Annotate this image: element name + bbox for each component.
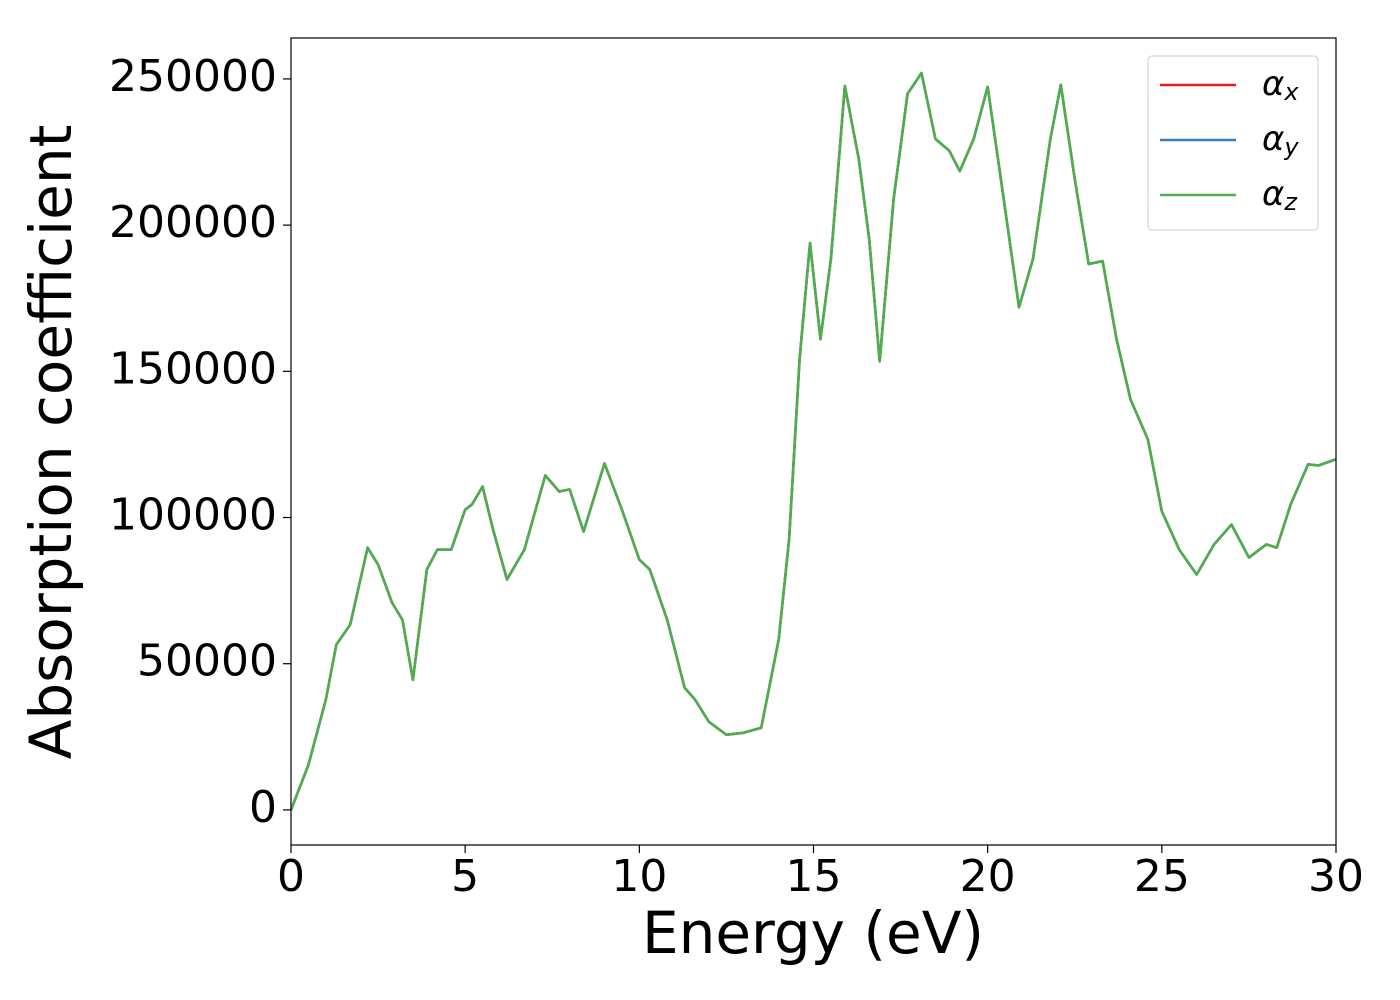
x-tick-label: 5 — [451, 851, 479, 902]
legend-label: αy — [1262, 119, 1299, 162]
y-tick-label: 150000 — [109, 343, 277, 394]
x-tick-label: 20 — [960, 851, 1016, 902]
x-tick-label: 30 — [1308, 851, 1364, 902]
y-tick-label: 100000 — [109, 490, 277, 541]
legend-label: αx — [1262, 64, 1299, 107]
x-tick-label: 15 — [786, 851, 842, 902]
x-tick-label: 25 — [1134, 851, 1190, 902]
series-line — [289, 71, 1337, 811]
legend-box — [1147, 55, 1319, 231]
y-axis-label: Absorption coefficient — [17, 125, 85, 760]
x-tick-label: 0 — [277, 851, 305, 902]
y-tick-label: 50000 — [137, 636, 277, 687]
y-tick-label: 200000 — [109, 197, 277, 248]
legend: αx αy αz — [1147, 55, 1319, 231]
x-axis-label: Energy (eV) — [642, 899, 984, 967]
legend-label: αz — [1262, 174, 1298, 217]
y-tick-label: 0 — [249, 782, 277, 833]
x-tick-label: 10 — [611, 851, 667, 902]
y-tick-label: 250000 — [109, 51, 277, 102]
plot-frame — [290, 37, 1337, 846]
